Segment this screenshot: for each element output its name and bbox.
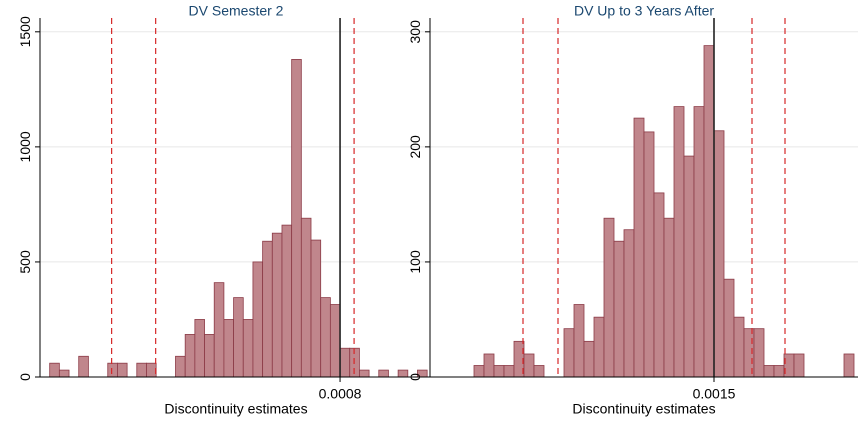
bar: [573, 304, 585, 378]
x-tick-label: 0.0008: [319, 386, 362, 402]
bar: [843, 353, 855, 378]
bar: [262, 240, 273, 378]
bar: [339, 347, 351, 378]
bar: [223, 319, 234, 378]
bar: [78, 355, 89, 378]
y-tick-label: 300: [407, 20, 423, 44]
x-axis-label: Discontinuity estimates: [572, 401, 715, 417]
bar: [493, 365, 505, 378]
bar: [242, 319, 254, 378]
bar: [194, 319, 205, 378]
bar: [310, 239, 322, 378]
x-axis-label: Discontinuity estimates: [164, 401, 307, 417]
bar: [683, 155, 695, 378]
bar: [593, 316, 605, 378]
bar: [378, 369, 389, 378]
y-tick-label: 500: [17, 250, 33, 274]
bar: [753, 328, 765, 378]
chart-title: DV Semester 2: [189, 3, 284, 19]
bar: [693, 106, 705, 378]
bar: [633, 117, 645, 378]
bar: [107, 362, 118, 378]
bar: [483, 353, 495, 378]
bar: [320, 297, 331, 378]
bar: [271, 232, 283, 378]
bar: [793, 353, 805, 378]
y-tick-label: 100: [407, 250, 423, 274]
bar: [703, 45, 715, 378]
bar: [523, 353, 535, 378]
bar: [473, 365, 485, 378]
bar: [204, 334, 215, 378]
bar: [136, 362, 147, 378]
bar: [300, 217, 312, 378]
bar: [653, 192, 665, 378]
y-tick-label: 200: [407, 135, 423, 159]
bar: [713, 130, 725, 378]
y-tick-label: 0: [407, 373, 423, 381]
bar: [533, 365, 545, 378]
chart-title: DV Up to 3 Years After: [574, 3, 714, 19]
bar: [773, 365, 785, 378]
y-tick-label: 1000: [17, 131, 33, 162]
bar: [359, 369, 370, 378]
bar: [613, 240, 625, 378]
bar: [663, 217, 675, 378]
bar: [733, 316, 745, 378]
y-tick-label: 0: [17, 373, 33, 381]
bar: [184, 334, 196, 378]
bar: [623, 229, 635, 378]
bar: [291, 59, 302, 378]
bar: [117, 362, 128, 378]
bar: [583, 340, 595, 378]
bar: [763, 365, 775, 378]
bar: [49, 362, 60, 378]
bar: [252, 261, 264, 378]
bar: [146, 362, 157, 378]
bar: [175, 355, 186, 378]
bar: [723, 278, 735, 378]
bar: [58, 369, 70, 378]
bar: [643, 131, 655, 378]
bar: [233, 297, 244, 378]
x-tick-label: 0.0015: [693, 386, 736, 402]
bar: [563, 328, 575, 378]
bar: [603, 217, 615, 378]
bar: [281, 224, 293, 378]
bar: [329, 304, 341, 378]
y-tick-label: 1500: [17, 16, 33, 47]
bar: [673, 106, 685, 378]
bar: [503, 365, 515, 378]
bar: [213, 282, 225, 378]
